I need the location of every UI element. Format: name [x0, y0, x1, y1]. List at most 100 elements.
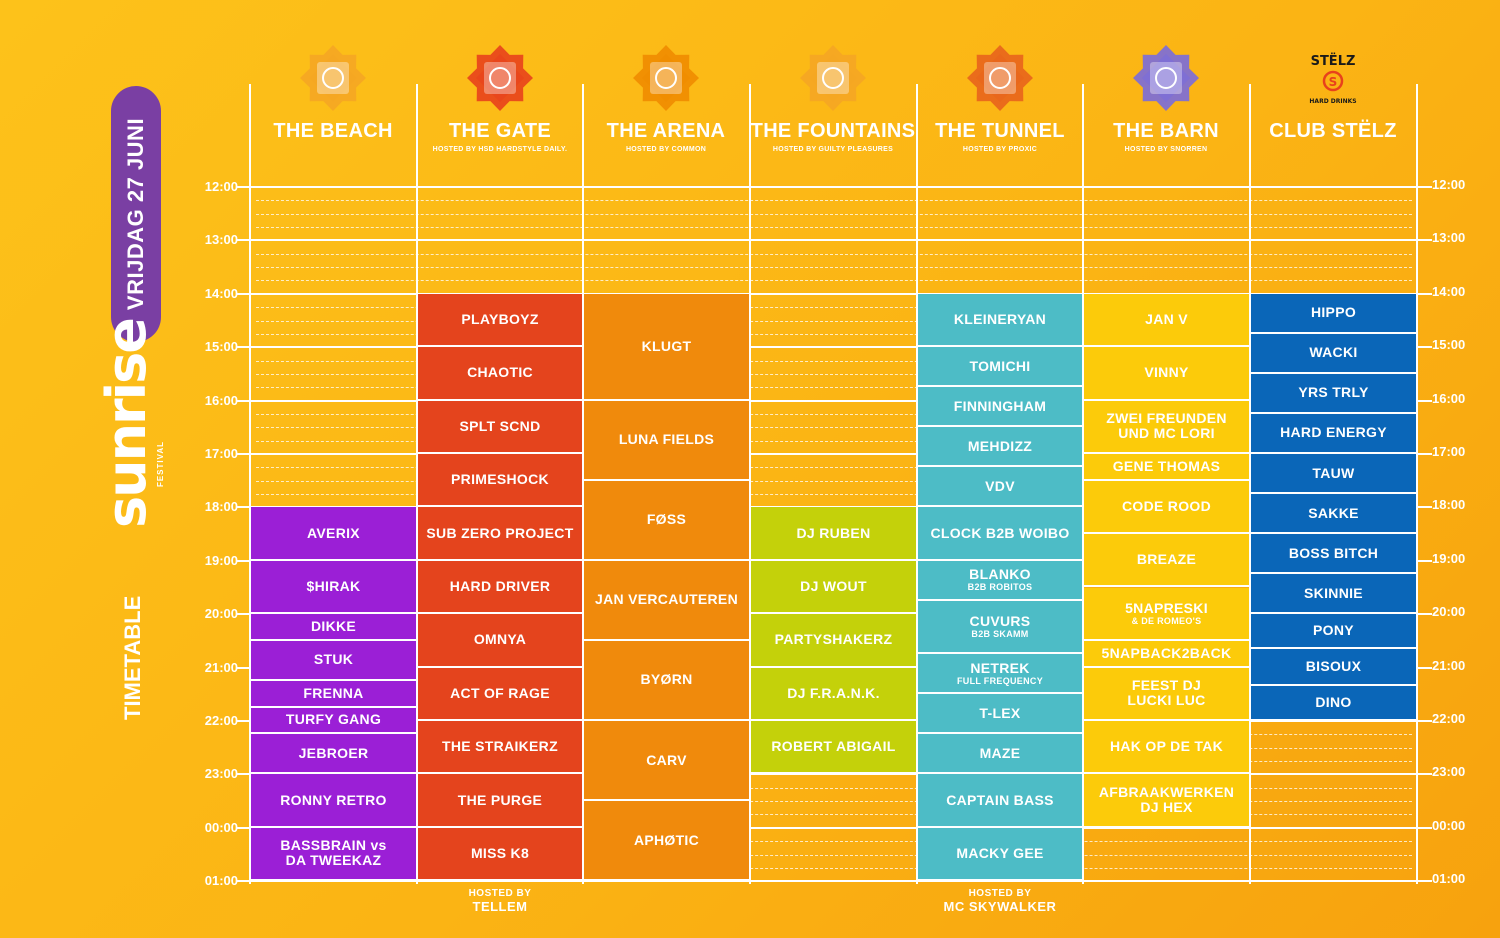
quarter-line	[256, 801, 1412, 803]
quarter-line	[256, 814, 1412, 816]
artist-name: CUVURS	[969, 613, 1031, 630]
stage-host: HOSTED BY COMMON	[625, 146, 707, 153]
artist-name: AFBRAAKWERKEN	[1098, 784, 1235, 801]
artist-name: $HIRAK	[306, 577, 361, 594]
artist-name: BOSS BITCH	[1288, 544, 1379, 561]
quarter-line	[256, 333, 1412, 335]
artist-name: JAN V	[1145, 310, 1188, 327]
timetable-slot: CARV	[584, 721, 749, 802]
column-divider	[1249, 84, 1251, 884]
timetable-slot: ROBERT ABIGAIL	[751, 721, 916, 775]
hour-tick-left	[236, 292, 250, 295]
timetable-slot: MEHDIZZ	[918, 427, 1082, 468]
column-divider	[1082, 84, 1084, 884]
quarter-line	[256, 280, 1412, 282]
svg-text:HARD DRINKS: HARD DRINKS	[1309, 98, 1356, 105]
timetable-slot: SKINNIE	[1251, 574, 1416, 615]
stage-name: THE BARN	[1113, 120, 1219, 142]
artist-name: HARD ENERGY	[1280, 424, 1387, 441]
time-label-right: 19:00	[1432, 550, 1466, 566]
artist-name: TAUW	[1312, 464, 1355, 481]
stage-name: THE TUNNEL	[935, 120, 1065, 142]
quarter-line	[256, 867, 1412, 869]
stage-header: THE FOUNTAINS HOSTED BY GUILTY PLEASURES	[750, 45, 916, 153]
timetable-slot: FEEST DJ LUCKI LUC	[1084, 667, 1249, 721]
artist-name: FEEST DJ	[1131, 677, 1202, 694]
time-label-left: 21:00	[204, 659, 238, 675]
hour-tick-left	[236, 720, 250, 722]
time-label-left: 18:00	[204, 499, 238, 515]
artist-name: OMNYA	[473, 631, 527, 648]
timetable-slot: BOSS BITCH	[1251, 534, 1416, 575]
artist-name: KLEINERYAN	[953, 310, 1047, 327]
timetable-slot: PARTYSHAKERZ	[751, 614, 916, 668]
hour-tick-left	[236, 826, 250, 829]
timetable-slot: SAKKE	[1251, 494, 1416, 535]
timetable-slot: $HIRAK	[251, 560, 416, 615]
timetable-slot: CODE ROOD	[1084, 480, 1249, 535]
hour-tick-left	[236, 880, 250, 883]
barn-icon	[1133, 45, 1199, 111]
artist-name: DJ RUBEN	[796, 524, 871, 541]
hour-tick-right	[1418, 559, 1432, 562]
quarter-line	[256, 267, 1412, 269]
artist-name: DIKKE	[310, 618, 357, 635]
sun-waves-icon	[300, 45, 366, 111]
hour-line	[250, 773, 1418, 776]
timetable-slot: DJ RUBEN	[751, 507, 916, 561]
stage-host: HOSTED BY HSD HARDSTYLE DAILY.	[432, 146, 568, 153]
artist-name: SAKKE	[1308, 504, 1359, 521]
timetable-slot: LUNA FIELDS	[584, 400, 749, 481]
svg-text:STËLZ: STËLZ	[1311, 53, 1356, 69]
timetable-slot: HIPPO	[1251, 293, 1416, 334]
artist-name: MACKY GEE	[956, 844, 1044, 861]
hour-tick-left	[236, 399, 250, 402]
quarter-line	[256, 320, 1412, 322]
hour-tick-right	[1418, 453, 1432, 455]
artist-name: BASSBRAIN vs	[280, 837, 387, 854]
artist-name: DJ F.R.A.N.K.	[787, 684, 880, 701]
svg-text:S: S	[1329, 75, 1338, 89]
hour-tick-left	[236, 186, 250, 188]
timetable-slot: MAZE	[918, 734, 1082, 775]
stage-header: THE GATE HOSTED BY HSD HARDSTYLE DAILY.	[417, 45, 583, 153]
artist-name: SPLT SCND	[459, 417, 541, 434]
time-label-left: 19:00	[204, 552, 238, 568]
timetable-slot: DIKKE	[251, 614, 416, 641]
artist-name: AVERIX	[307, 524, 360, 541]
artist-name: MISS K8	[470, 844, 530, 861]
timetable-slot: FINNINGHAM	[918, 387, 1082, 428]
quarter-line	[256, 253, 1412, 255]
stage-header: THE ARENA HOSTED BY COMMON	[583, 45, 749, 153]
timetable-slot: CAPTAIN BASS	[918, 774, 1082, 828]
timetable-slot: CUVURS B2B SKAMM	[918, 600, 1082, 655]
artist-name: PRIMESHOCK	[451, 471, 549, 488]
hour-line	[250, 292, 1418, 295]
timetable-slot: HARD ENERGY	[1251, 413, 1416, 454]
artist-name: WACKI	[1309, 344, 1358, 361]
festival-text: FESTIVAL	[156, 440, 165, 488]
quarter-line	[256, 427, 1412, 429]
stage-host: HOSTED BY GUILTY PLEASURES	[772, 146, 894, 153]
hour-line	[250, 186, 1418, 188]
timetable-slot: HAK OP DE TAK	[1084, 721, 1249, 775]
time-label-right: 13:00	[1432, 230, 1466, 246]
artist-name: T-LEX	[979, 704, 1021, 721]
quarter-line	[256, 494, 1412, 496]
stage-header: S STËLZ HARD DRINKS CLUB STËLZ	[1250, 48, 1416, 143]
artist-name: STUK	[313, 651, 354, 668]
time-label-right: 21:00	[1432, 657, 1466, 673]
time-label-right: 01:00	[1432, 871, 1466, 887]
time-label-right: 22:00	[1432, 711, 1466, 726]
hour-tick-left	[236, 346, 250, 349]
quarter-line	[256, 213, 1412, 215]
timetable-slot: VDV	[918, 467, 1082, 508]
time-label-right: 00:00	[1432, 817, 1466, 833]
timetable-slot: AFBRAAKWERKEN DJ HEX	[1084, 774, 1249, 828]
quarter-line	[256, 373, 1412, 375]
artist-name: PARTYSHAKERZ	[774, 631, 893, 648]
artist-name: UND MC LORI	[1118, 425, 1215, 442]
stage-name: THE GATE	[448, 120, 552, 142]
quarter-line	[256, 200, 1412, 202]
